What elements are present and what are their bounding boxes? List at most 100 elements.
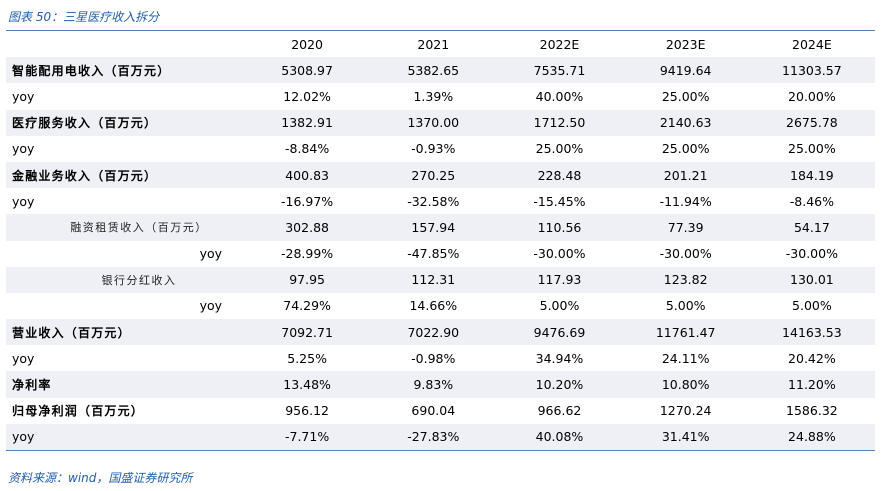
- table-row: 医疗服务收入（百万元） 1382.91 1370.00 1712.50 2140.63 2…: [6, 109, 875, 136]
- top-rule: [6, 30, 875, 31]
- value-cell: -47.85%: [407, 246, 460, 262]
- value-cell: -0.98%: [411, 350, 456, 366]
- value-cell: 7092.71: [244, 319, 371, 346]
- value-cell: 7535.71: [496, 57, 623, 84]
- table-row: 净利率 13.48% 9.83% 10.20% 10.80% 11.20%: [6, 371, 875, 398]
- row-label: yoy: [199, 246, 223, 262]
- value-cell: 302.88: [244, 214, 371, 241]
- value-cell: 157.94: [370, 214, 497, 241]
- figure-caption: 图表 50：三星医疗收入拆分: [8, 10, 160, 24]
- row-label-text: 银行分红收入: [101, 273, 177, 287]
- value-cell: 20.00%: [788, 88, 836, 104]
- value-cell: 7022.90: [370, 319, 497, 346]
- row-label: yoy: [12, 88, 35, 104]
- value-cell: 13.48%: [244, 371, 371, 398]
- row-label-text: 融资租赁收入（百万元）: [70, 221, 208, 235]
- value-cell: 112.31: [370, 266, 497, 293]
- value-cell: 5.00%: [539, 298, 580, 314]
- value-cell: 74.29%: [283, 298, 331, 314]
- row-label: yoy: [12, 141, 35, 157]
- header-row: 2020 2021 2022E 2023E 2024E: [6, 31, 875, 57]
- value-cell: 201.21: [622, 161, 749, 189]
- value-cell: 25.00%: [661, 141, 710, 157]
- value-cell: 11.20%: [748, 371, 875, 398]
- value-cell: -30.00%: [533, 246, 586, 262]
- value-cell: -30.00%: [785, 246, 838, 262]
- value-cell: 54.17: [748, 214, 875, 241]
- value-cell: 9.83%: [370, 371, 497, 398]
- value-cell: 20.42%: [788, 350, 836, 366]
- row-label: yoy: [12, 350, 35, 366]
- value-cell: 1712.50: [496, 109, 623, 136]
- table-row: yoy -7.71% -27.83% 40.08% 31.41% 24.88%: [6, 423, 875, 451]
- value-cell: 25.00%: [535, 141, 584, 157]
- value-cell: 123.82: [622, 266, 749, 293]
- value-cell: 9419.64: [622, 57, 749, 84]
- header-cell: 2020: [291, 36, 324, 52]
- value-cell: 24.88%: [748, 423, 875, 451]
- value-cell: 10.80%: [622, 371, 749, 398]
- value-cell: 2140.63: [622, 109, 749, 136]
- value-cell: -0.93%: [411, 141, 456, 157]
- value-cell: 31.41%: [622, 423, 749, 451]
- value-cell: 14163.53: [748, 319, 875, 346]
- value-cell: 1586.32: [786, 403, 838, 419]
- table-row: 金融业务收入（百万元） 400.83 270.25 228.48 201.21 184.1…: [6, 161, 875, 189]
- table-row: yoy -28.99% -47.85% -30.00% -30.00% -30.00%: [6, 241, 875, 267]
- row-label: 金融业务收入（百万元）: [6, 161, 245, 189]
- value-cell: -27.83%: [370, 423, 497, 451]
- value-cell: 5382.65: [370, 57, 497, 84]
- value-cell: -32.58%: [407, 193, 460, 209]
- row-label: 归母净利润（百万元）: [12, 404, 145, 419]
- table-row: yoy -16.97% -32.58% -15.45% -11.94% -8.46%: [6, 188, 875, 214]
- row-label: yoy: [12, 193, 35, 209]
- value-cell: 34.94%: [535, 350, 584, 366]
- value-cell: 25.00%: [661, 88, 710, 104]
- row-label: 净利率: [6, 371, 245, 398]
- value-cell: 228.48: [496, 161, 623, 189]
- value-cell: 5.25%: [287, 350, 327, 366]
- value-cell: 40.08%: [496, 423, 623, 451]
- value-cell: 77.39: [622, 214, 749, 241]
- value-cell: -11.94%: [659, 193, 712, 209]
- revenue-breakdown-table: 2020 2021 2022E 2023E 2024E 智能配用电收入（百万元）…: [6, 31, 875, 451]
- value-cell: 5.00%: [665, 298, 706, 314]
- row-label: 医疗服务收入（百万元）: [6, 109, 245, 136]
- value-cell: 14.66%: [409, 298, 458, 314]
- table-row: yoy 5.25% -0.98% 34.94% 24.11% 20.42%: [6, 345, 875, 371]
- value-cell: 11303.57: [748, 57, 875, 84]
- row-label: 银行分红收入: [6, 266, 245, 293]
- value-cell: 40.00%: [535, 88, 584, 104]
- value-cell: 956.12: [285, 403, 329, 419]
- value-cell: 130.01: [748, 266, 875, 293]
- value-cell: 690.04: [411, 403, 456, 419]
- value-cell: -8.46%: [789, 193, 834, 209]
- value-cell: -8.84%: [284, 141, 330, 157]
- value-cell: 97.95: [244, 266, 371, 293]
- value-cell: -30.00%: [659, 246, 712, 262]
- value-cell: 1270.24: [659, 403, 712, 419]
- value-cell: 184.19: [748, 161, 875, 189]
- header-cell: [6, 31, 244, 57]
- value-cell: 5308.97: [244, 57, 371, 84]
- source-note: 资料来源：wind，国盛证券研究所: [8, 471, 193, 485]
- row-label: yoy: [6, 423, 245, 451]
- table-row: 融资租赁收入（百万元） 302.88 157.94 110.56 77.39 54.17: [6, 214, 875, 241]
- value-cell: 966.62: [537, 403, 582, 419]
- value-cell: 24.11%: [661, 350, 710, 366]
- value-cell: 1370.00: [370, 109, 497, 136]
- value-cell: 110.56: [496, 214, 623, 241]
- row-label: 融资租赁收入（百万元）: [6, 214, 245, 241]
- value-cell: -7.71%: [244, 423, 371, 451]
- value-cell: 1.39%: [413, 88, 454, 104]
- table-row: yoy -8.84% -0.93% 25.00% 25.00% 25.00%: [6, 136, 875, 162]
- table-row: 智能配用电收入（百万元） 5308.97 5382.65 7535.71 9419.64…: [6, 57, 875, 84]
- value-cell: 270.25: [370, 161, 497, 189]
- table-row: yoy 12.02% 1.39% 40.00% 25.00% 20.00%: [6, 83, 875, 109]
- table-row: yoy 74.29% 14.66% 5.00% 5.00% 5.00%: [6, 293, 875, 319]
- value-cell: 2675.78: [748, 109, 875, 136]
- value-cell: 11761.47: [622, 319, 749, 346]
- header-cell: 2021: [417, 36, 450, 52]
- value-cell: 10.20%: [496, 371, 623, 398]
- value-cell: 1382.91: [244, 109, 371, 136]
